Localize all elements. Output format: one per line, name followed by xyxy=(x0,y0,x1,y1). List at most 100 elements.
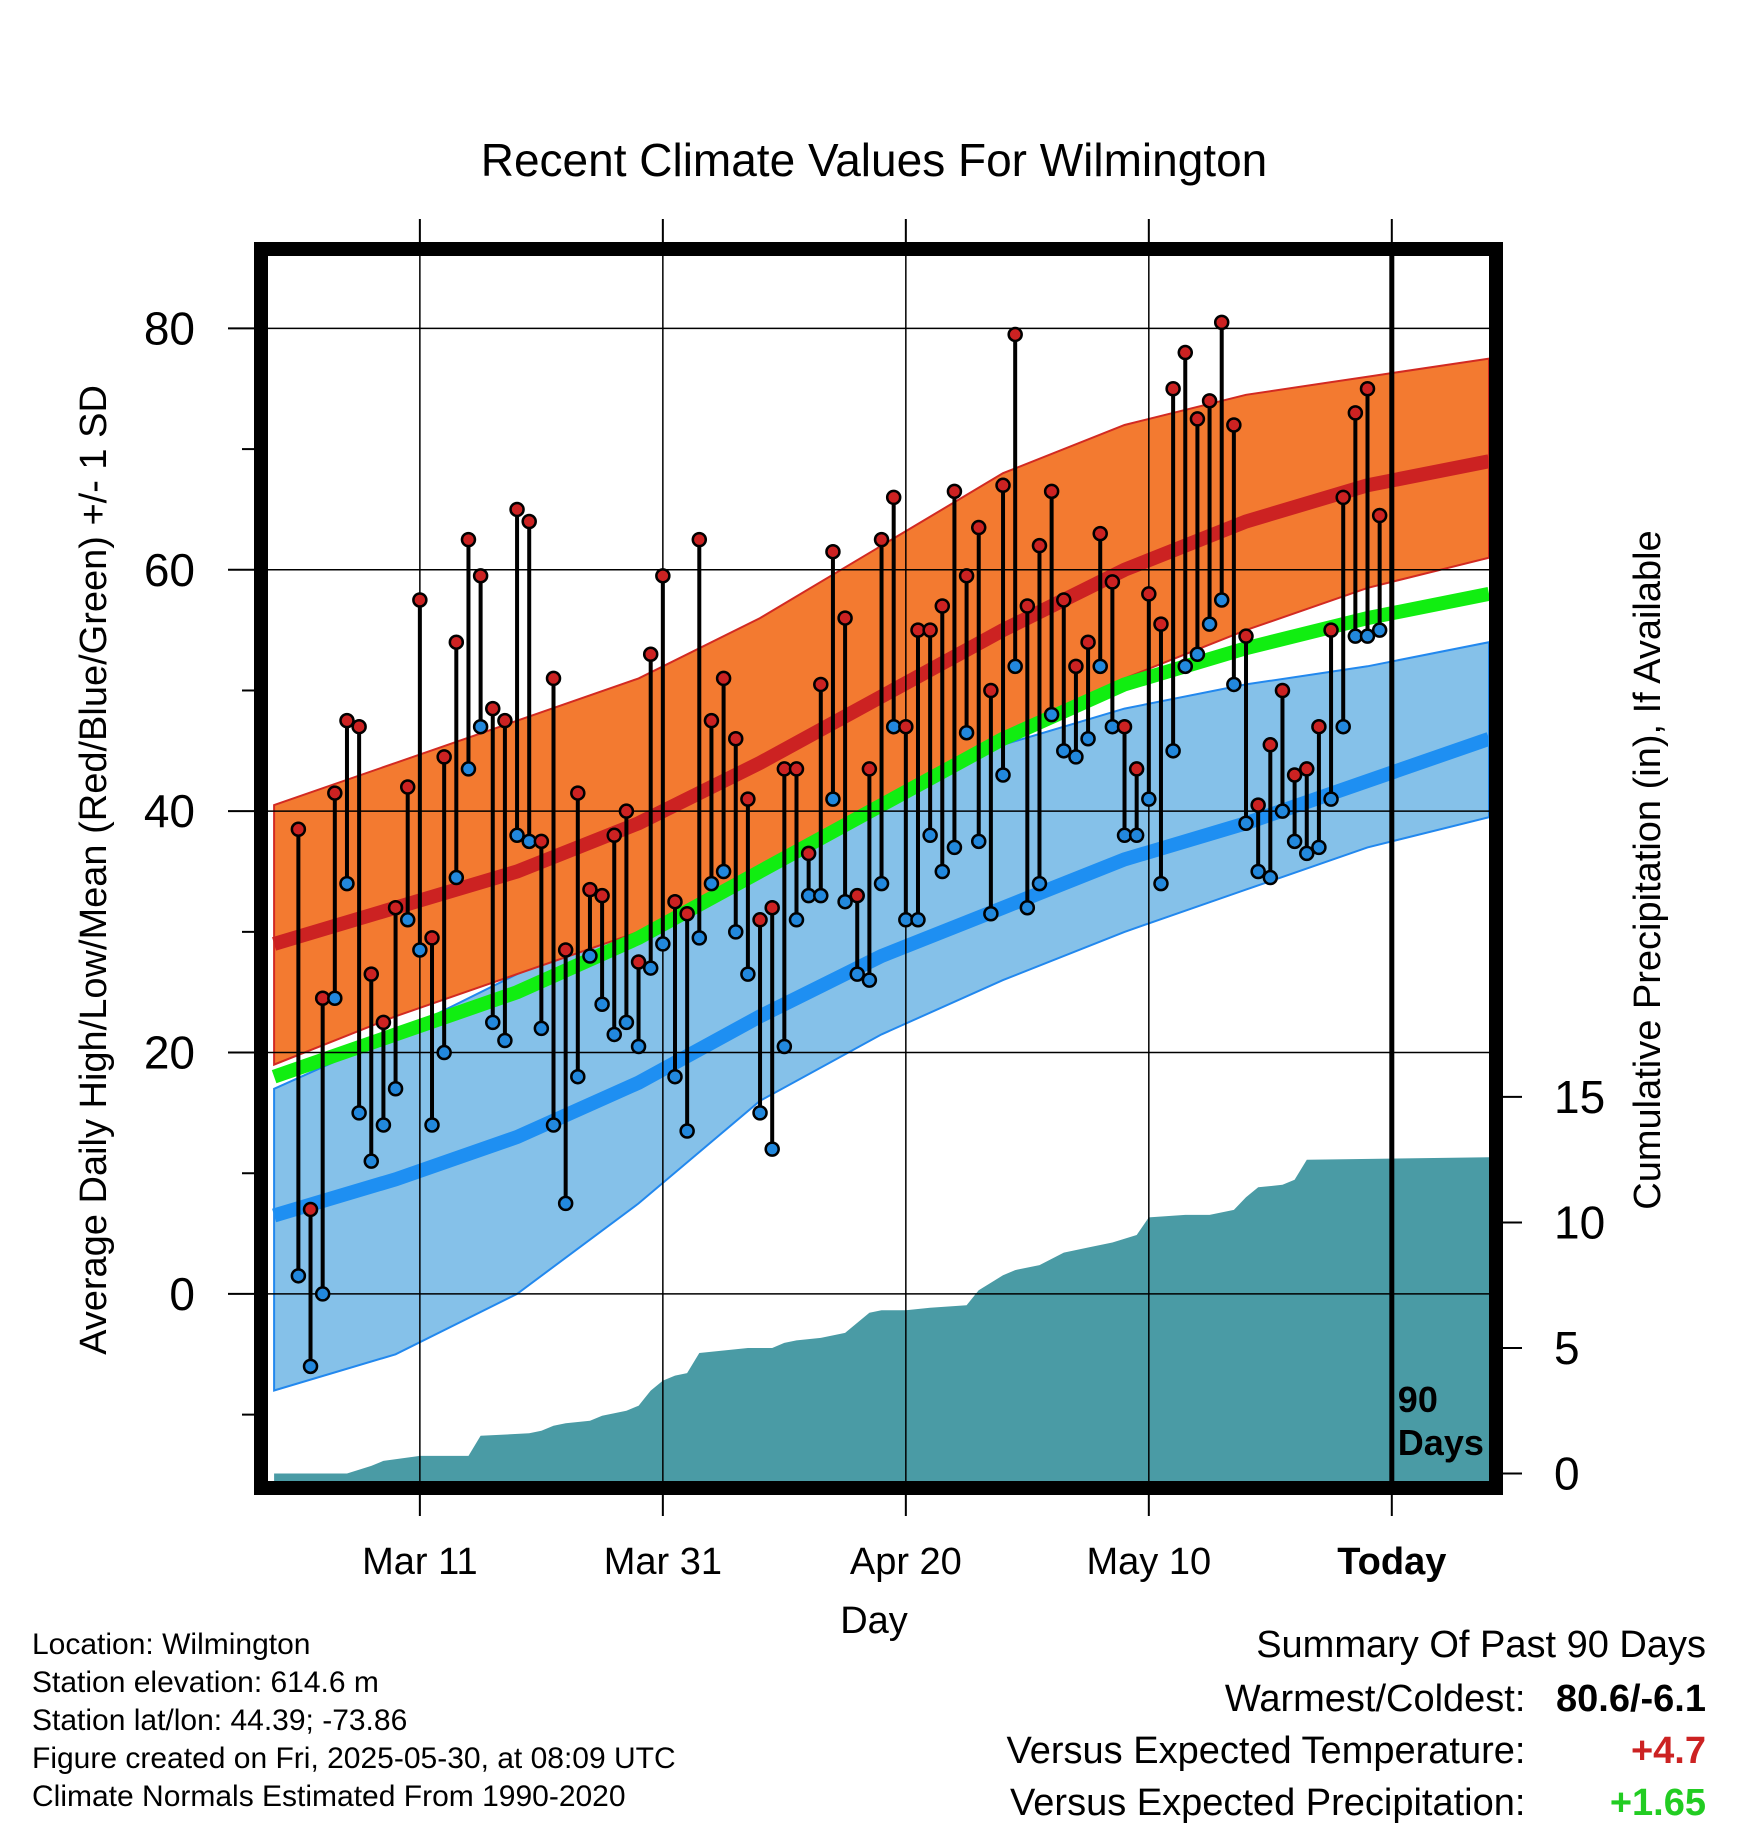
y-tick-label: 80 xyxy=(144,302,195,354)
y-axis-label: Average Daily High/Low/Mean (Red/Blue/Gr… xyxy=(73,385,115,1355)
high-point xyxy=(740,791,756,807)
high-point xyxy=(1274,682,1291,699)
low-point xyxy=(1323,791,1339,807)
low-point xyxy=(1092,658,1108,675)
low-point xyxy=(557,1195,574,1212)
low-point xyxy=(1043,706,1060,723)
low-point xyxy=(1153,875,1169,892)
low-point xyxy=(606,1026,623,1043)
high-point xyxy=(679,906,695,922)
low-point xyxy=(752,1105,768,1121)
high-point xyxy=(922,622,938,638)
low-point xyxy=(715,863,732,880)
low-point xyxy=(813,887,829,904)
low-point xyxy=(1250,863,1266,880)
high-point xyxy=(642,646,659,663)
high-point xyxy=(302,1201,319,1218)
low-point xyxy=(412,942,428,958)
low-point xyxy=(1189,646,1206,663)
low-point xyxy=(825,791,841,807)
low-point xyxy=(1201,616,1218,632)
x-tick-label: May 10 xyxy=(1087,1541,1212,1583)
high-point xyxy=(1201,393,1218,409)
y2-tick-label: 0 xyxy=(1554,1447,1580,1499)
created-text: Figure created on Fri, 2025-05-30, at 08… xyxy=(32,1742,676,1775)
low-point xyxy=(776,1038,793,1055)
low-point xyxy=(509,827,525,844)
summary-title: Summary Of Past 90 Days xyxy=(1256,1624,1706,1666)
low-point xyxy=(582,948,598,964)
high-point xyxy=(424,930,440,946)
low-point xyxy=(703,875,720,892)
low-point xyxy=(667,1068,683,1085)
low-point xyxy=(363,1153,380,1169)
low-point xyxy=(642,960,659,976)
high-point xyxy=(873,531,890,548)
high-point xyxy=(1286,767,1303,783)
high-point xyxy=(691,531,708,548)
low-point xyxy=(1311,839,1327,856)
high-point xyxy=(970,519,987,536)
high-point xyxy=(1226,417,1242,433)
high-point xyxy=(630,954,647,970)
normals-text: Climate Normals Estimated From 1990-2020 xyxy=(32,1780,626,1813)
low-point xyxy=(1019,899,1036,916)
high-point xyxy=(1189,411,1206,427)
high-point xyxy=(1311,718,1327,735)
low-point xyxy=(460,761,477,777)
high-point xyxy=(1250,797,1266,813)
precip-value: +1.65 xyxy=(1609,1782,1706,1824)
high-point xyxy=(387,899,404,916)
x-tick-label: Mar 31 xyxy=(604,1541,722,1583)
high-point xyxy=(1299,761,1315,777)
high-point xyxy=(1371,507,1388,524)
low-point xyxy=(861,972,878,988)
low-point xyxy=(1068,749,1084,765)
low-point xyxy=(958,724,975,741)
low-point xyxy=(351,1105,367,1121)
low-point xyxy=(691,930,708,946)
low-point xyxy=(436,1044,452,1061)
high-point xyxy=(290,821,307,838)
high-point xyxy=(1238,628,1254,644)
summary-precip: Versus Expected Precipitation: +1.65 xyxy=(1007,1777,1706,1829)
y-tick-label: 20 xyxy=(144,1027,195,1079)
high-point xyxy=(485,700,501,717)
low-point xyxy=(1226,676,1242,693)
y2-tick-label: 10 xyxy=(1554,1196,1605,1248)
y2-tick-label: 15 xyxy=(1554,1071,1605,1123)
low-point xyxy=(1371,622,1388,638)
low-point xyxy=(946,839,963,856)
low-point xyxy=(1128,827,1145,844)
low-point xyxy=(314,1286,331,1302)
high-point xyxy=(1359,381,1376,397)
high-point xyxy=(934,598,951,614)
low-point xyxy=(1286,833,1303,850)
high-point xyxy=(448,634,465,650)
high-point xyxy=(995,477,1011,494)
plot-frame xyxy=(254,242,1503,1495)
high-point xyxy=(1031,537,1048,554)
precip-label: Versus Expected Precipitation: xyxy=(1010,1782,1526,1824)
high-point xyxy=(667,893,683,910)
summary-temp: Versus Expected Temperature: +4.7 xyxy=(1007,1725,1706,1777)
high-point xyxy=(861,761,878,777)
low-point xyxy=(375,1117,392,1133)
high-point xyxy=(703,712,720,729)
high-point xyxy=(1177,344,1194,361)
y-tick-label: 40 xyxy=(144,785,195,837)
high-point xyxy=(1141,586,1157,602)
high-point xyxy=(1092,525,1108,542)
temp-label: Versus Expected Temperature: xyxy=(1006,1730,1526,1772)
low-point xyxy=(327,990,343,1006)
low-point xyxy=(630,1038,647,1055)
low-point xyxy=(594,996,610,1013)
warmest-label: Warmest/Coldest: xyxy=(1224,1678,1526,1720)
high-point xyxy=(351,718,367,735)
low-point xyxy=(448,869,465,886)
low-point xyxy=(740,966,756,982)
summary-warmest: Warmest/Coldest: 80.6/-6.1 xyxy=(1007,1673,1706,1725)
high-point xyxy=(460,531,477,548)
low-point xyxy=(1165,743,1181,759)
